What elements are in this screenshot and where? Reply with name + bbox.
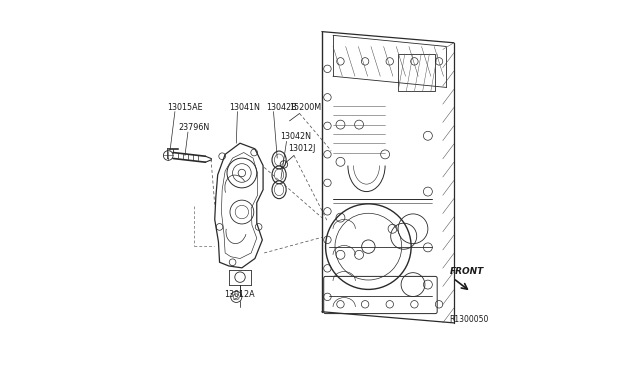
Text: 15200M: 15200M — [289, 103, 322, 112]
Text: 13015AE: 13015AE — [168, 103, 203, 112]
Text: FRONT: FRONT — [449, 267, 484, 276]
Text: 13012A: 13012A — [224, 291, 255, 299]
Text: 13012J: 13012J — [288, 144, 316, 153]
Text: 23796N: 23796N — [178, 123, 209, 132]
Text: 13042B: 13042B — [266, 103, 297, 112]
Text: 13042N: 13042N — [280, 132, 311, 141]
Text: 13041N: 13041N — [229, 103, 260, 112]
Text: R1300050: R1300050 — [449, 315, 488, 324]
